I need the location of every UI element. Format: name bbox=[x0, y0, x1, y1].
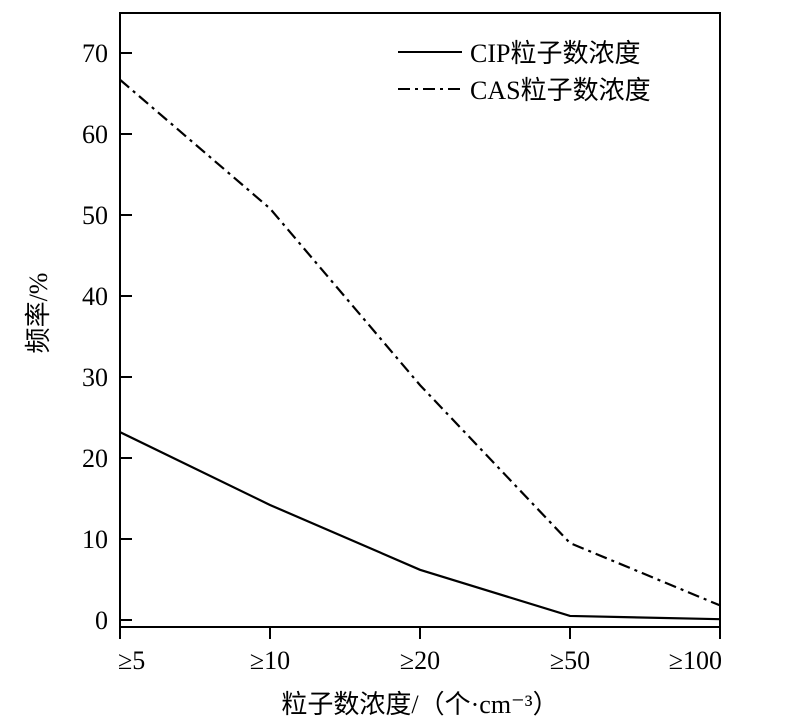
y-tick-label: 30 bbox=[82, 363, 108, 392]
x-axis: ≥5 ≥10 ≥20 ≥50 ≥100 bbox=[118, 627, 722, 675]
y-tick-label: 60 bbox=[82, 120, 108, 149]
x-tick-label: ≥50 bbox=[550, 646, 590, 675]
x-tick-label: ≥100 bbox=[669, 646, 722, 675]
y-tick-label: 40 bbox=[82, 282, 108, 311]
series-line-cas bbox=[119, 78, 721, 607]
y-tick-label: 20 bbox=[82, 444, 108, 473]
series-layer bbox=[119, 78, 721, 621]
series-line-cip bbox=[119, 431, 721, 621]
y-tick-label: 0 bbox=[95, 606, 108, 635]
x-tick-label: ≥10 bbox=[250, 646, 290, 675]
y-axis: 0 10 20 30 40 50 60 70 bbox=[82, 39, 132, 635]
legend-label-cip: CIP粒子数浓度 bbox=[470, 39, 640, 68]
x-tick-label: ≥20 bbox=[400, 646, 440, 675]
y-tick-label: 10 bbox=[82, 525, 108, 554]
legend: CIP粒子数浓度 CAS粒子数浓度 bbox=[398, 39, 651, 105]
y-tick-label: 70 bbox=[82, 39, 108, 68]
y-axis-label: 频率/% bbox=[24, 273, 53, 354]
x-axis-label: 粒子数浓度/（个·cm⁻³） bbox=[281, 690, 558, 719]
legend-label-cas: CAS粒子数浓度 bbox=[470, 76, 651, 105]
y-tick-label: 50 bbox=[82, 201, 108, 230]
x-tick-label: ≥5 bbox=[118, 646, 145, 675]
plot-frame bbox=[119, 12, 721, 628]
